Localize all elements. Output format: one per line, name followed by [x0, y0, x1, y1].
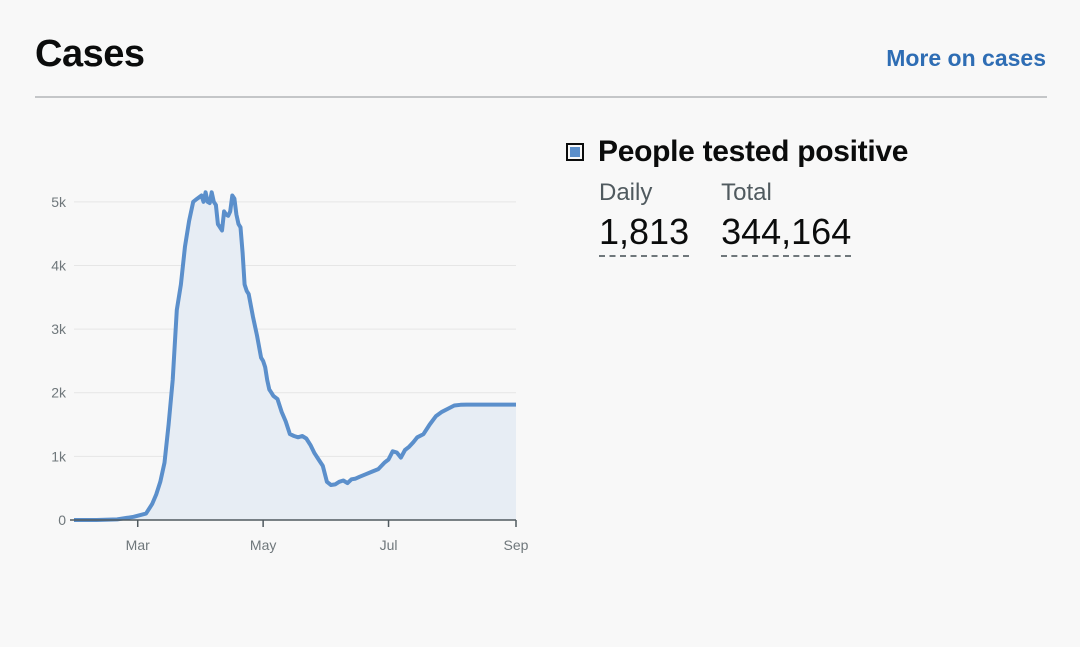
y-tick-label: 1k [51, 448, 67, 464]
legend-label: People tested positive [598, 135, 909, 168]
chart-area [74, 190, 516, 522]
y-tick-label: 5k [51, 194, 67, 210]
cases-chart: 0 1k 2k 3k 4k 5k Mar May Jul Sep [51, 190, 529, 553]
series-area [74, 192, 516, 521]
more-on-cases-link[interactable]: More on cases [886, 45, 1046, 71]
total-label: Total [721, 179, 772, 206]
x-tick-label: Sep [504, 537, 529, 553]
y-tick-label: 3k [51, 321, 67, 337]
series-line [74, 190, 516, 522]
chart-axes: 0 1k 2k 3k 4k 5k Mar May Jul Sep [51, 194, 528, 553]
y-tick-label: 0 [58, 512, 66, 528]
stat-daily: Daily 1,813 [599, 179, 690, 257]
chart-legend: People tested positive Daily 1,813 Total… [566, 135, 908, 257]
stat-total: Total 344,164 [721, 179, 852, 257]
x-tick-label: Mar [126, 537, 150, 553]
legend-swatch [566, 143, 584, 161]
daily-value[interactable]: 1,813 [599, 211, 690, 257]
stats: Daily 1,813 Total 344,164 [599, 179, 908, 257]
total-value[interactable]: 344,164 [721, 211, 852, 257]
page-title: Cases [35, 33, 145, 75]
x-tick-label: May [250, 537, 276, 553]
daily-label: Daily [599, 179, 653, 206]
y-tick-label: 4k [51, 257, 67, 273]
y-tick-label: 2k [51, 385, 67, 401]
header-divider [35, 96, 1047, 98]
x-tick-label: Jul [380, 537, 398, 553]
